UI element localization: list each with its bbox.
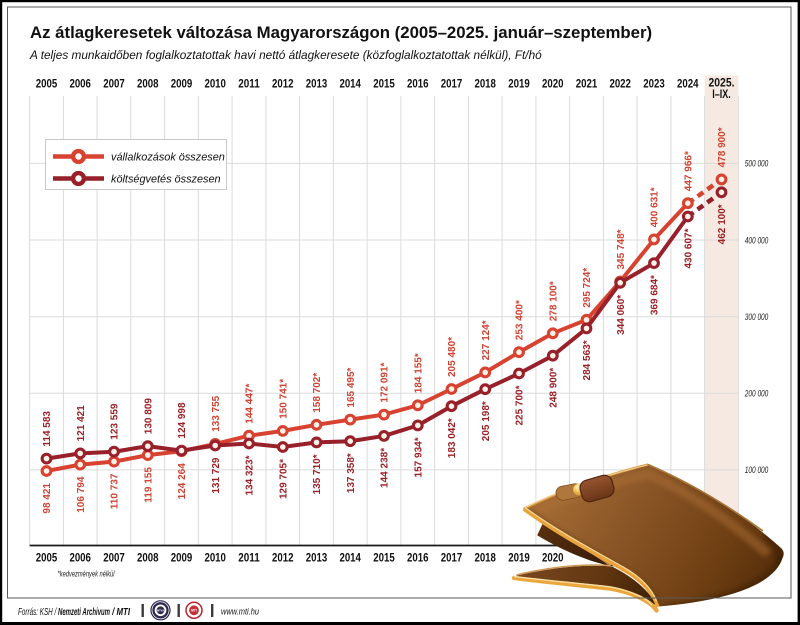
- svg-text:2011: 2011: [238, 551, 260, 565]
- svg-text:345 748*: 345 748*: [616, 229, 627, 269]
- svg-text:2014: 2014: [339, 77, 361, 91]
- svg-text:2019: 2019: [508, 551, 530, 565]
- svg-text:2012: 2012: [272, 77, 294, 91]
- svg-text:2022: 2022: [609, 77, 631, 91]
- svg-text:124 998: 124 998: [177, 402, 188, 439]
- svg-text:478 900*: 478 900*: [717, 127, 728, 167]
- svg-text:369 684*: 369 684*: [650, 275, 661, 315]
- svg-text:131 729: 131 729: [211, 457, 222, 494]
- svg-text:205 198*: 205 198*: [481, 401, 492, 441]
- svg-text:300 000: 300 000: [745, 312, 769, 322]
- svg-text:430 607*: 430 607*: [683, 228, 694, 268]
- svg-text:2021: 2021: [576, 77, 598, 91]
- svg-text:2009: 2009: [171, 77, 193, 91]
- svg-text:205 480*: 205 480*: [447, 337, 458, 377]
- svg-text:135 710*: 135 710*: [312, 454, 323, 494]
- svg-text:150 741*: 150 741*: [278, 379, 289, 419]
- svg-text:400 000: 400 000: [745, 235, 769, 245]
- svg-text:200 000: 200 000: [744, 389, 768, 399]
- svg-text:2005: 2005: [36, 551, 58, 565]
- svg-text:2013: 2013: [306, 551, 328, 565]
- svg-text:2007: 2007: [103, 77, 125, 91]
- svg-text:2020: 2020: [542, 551, 564, 565]
- svg-text:2016: 2016: [407, 551, 429, 565]
- svg-text:123 559: 123 559: [110, 403, 121, 440]
- svg-text:2017: 2017: [441, 77, 463, 91]
- svg-text:130 809: 130 809: [143, 398, 154, 435]
- svg-text:462 100*: 462 100*: [717, 204, 728, 244]
- svg-text:2014: 2014: [339, 551, 361, 565]
- svg-text:2023: 2023: [643, 77, 665, 91]
- svg-text:2024: 2024: [677, 77, 699, 91]
- svg-text:278 100*: 278 100*: [548, 281, 559, 321]
- svg-text:110 737: 110 737: [110, 473, 121, 509]
- svg-text:172 091*: 172 091*: [380, 362, 391, 402]
- svg-text:400 631*: 400 631*: [650, 187, 661, 227]
- svg-text:100 000: 100 000: [745, 465, 769, 475]
- svg-text:2007: 2007: [103, 551, 125, 565]
- svg-text:2018: 2018: [474, 551, 496, 565]
- svg-text:2006: 2006: [69, 77, 91, 91]
- svg-text:MTI: MTI: [191, 609, 197, 613]
- svg-text:184 155*: 184 155*: [413, 353, 424, 393]
- svg-text:227 124*: 227 124*: [481, 320, 492, 360]
- svg-text:447 966*: 447 966*: [683, 151, 694, 191]
- svg-text:106 794: 106 794: [76, 476, 87, 513]
- svg-text:225 700*: 225 700*: [515, 385, 526, 425]
- svg-text:158 702*: 158 702*: [312, 373, 323, 413]
- svg-text:2008: 2008: [137, 551, 159, 565]
- svg-text:2011: 2011: [238, 77, 260, 91]
- svg-text:295 724*: 295 724*: [582, 268, 593, 308]
- svg-text:2005: 2005: [36, 77, 58, 91]
- svg-text:144 238*: 144 238*: [380, 448, 391, 488]
- svg-text:248 900*: 248 900*: [548, 368, 559, 408]
- svg-text:137 358*: 137 358*: [346, 453, 357, 493]
- svg-text:114 583: 114 583: [42, 411, 53, 447]
- svg-text:2017: 2017: [441, 551, 463, 565]
- svg-text:2019: 2019: [508, 77, 530, 91]
- svg-text:*kedvezmények nélkül: *kedvezmények nélkül: [58, 569, 116, 579]
- svg-text:500 000: 500 000: [745, 159, 769, 169]
- svg-text:165 495*: 165 495*: [346, 367, 357, 407]
- svg-text:129 705*: 129 705*: [278, 459, 289, 499]
- svg-text:2018: 2018: [474, 77, 496, 91]
- svg-text:2015: 2015: [373, 551, 395, 565]
- svg-text:2012: 2012: [272, 551, 294, 565]
- svg-text:98 421: 98 421: [42, 483, 53, 514]
- svg-text:vállalkozások összesen: vállalkozások összesen: [111, 152, 225, 164]
- svg-text:284 563*: 284 563*: [582, 340, 593, 380]
- svg-text:I–IX.: I–IX.: [712, 87, 731, 101]
- svg-text:2015: 2015: [373, 77, 395, 91]
- svg-text:2016: 2016: [407, 77, 429, 91]
- svg-text:121 421: 121 421: [76, 405, 87, 442]
- svg-text:2009: 2009: [171, 551, 193, 565]
- svg-text:344 060*: 344 060*: [616, 295, 627, 335]
- svg-text:2006: 2006: [69, 551, 91, 565]
- svg-text:144 447*: 144 447*: [245, 384, 256, 424]
- svg-text:2013: 2013: [306, 77, 328, 91]
- svg-text:2025.: 2025.: [709, 76, 735, 90]
- svg-text:költségvetés összesen: költségvetés összesen: [111, 174, 221, 186]
- svg-text:124 264: 124 264: [177, 463, 188, 500]
- svg-text:2020: 2020: [542, 77, 564, 91]
- svg-text:253 400*: 253 400*: [515, 300, 526, 340]
- svg-text:119 155: 119 155: [143, 467, 154, 503]
- svg-text:157 934*: 157 934*: [413, 437, 424, 477]
- svg-text:2010: 2010: [204, 77, 226, 91]
- svg-text:MTVA: MTVA: [157, 608, 164, 612]
- svg-text:133 755: 133 755: [211, 395, 222, 432]
- svg-text:2008: 2008: [137, 77, 159, 91]
- svg-text:www.mti.hu: www.mti.hu: [221, 607, 260, 618]
- svg-text:183 042*: 183 042*: [447, 418, 458, 458]
- svg-text:134 323*: 134 323*: [245, 455, 256, 495]
- svg-text:Forrás: KSH / Nemzeti Archivum: Forrás: KSH / Nemzeti Archivum / MTI: [18, 607, 130, 618]
- svg-text:2010: 2010: [204, 551, 226, 565]
